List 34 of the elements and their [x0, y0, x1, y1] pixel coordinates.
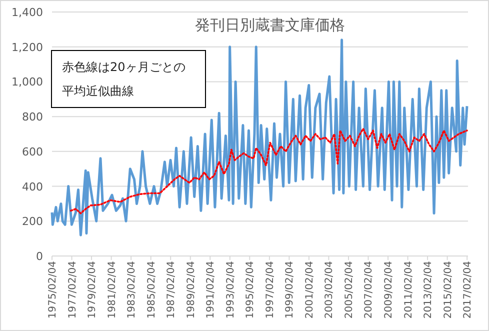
x-tick-label: 1993/02/04: [225, 261, 236, 319]
y-tick-label: 200: [22, 215, 43, 228]
x-tick-label: 1985/02/04: [146, 261, 158, 319]
y-tick-label: 0: [36, 250, 43, 263]
x-tick-label: 1987/02/04: [166, 261, 178, 319]
y-tick-label: 400: [22, 180, 43, 194]
chart-title: 発刊日別蔵書文庫価格: [195, 16, 345, 34]
x-tick-label: 2005/02/04: [344, 261, 355, 319]
y-tick-label: 800: [22, 110, 43, 124]
line-series: [70, 128, 468, 214]
x-tick-label: 2017/02/04: [462, 261, 474, 319]
y-tick-label: 1,200: [12, 40, 43, 54]
x-tick-label: 1983/02/04: [126, 261, 138, 319]
x-tick-label: 2003/02/04: [324, 261, 336, 319]
x-tick-label: 1977/02/04: [67, 261, 78, 319]
x-tick-label: 1995/02/04: [245, 261, 256, 319]
x-tick-label: 1975/02/04: [48, 261, 58, 319]
x-tick-label: 1997/02/04: [264, 261, 276, 319]
x-tick-label: 2007/02/04: [364, 261, 375, 319]
y-tick-label: 600: [22, 145, 43, 158]
x-tick-label: 2011/02/04: [403, 261, 414, 319]
y-tick-label: 1,000: [12, 76, 43, 89]
x-tick-label: 1991/02/04: [206, 261, 217, 319]
x-tick-label: 1999/02/04: [284, 261, 296, 319]
x-tick-label: 2001/02/04: [304, 261, 316, 319]
x-tick-label: 1981/02/04: [106, 261, 118, 319]
x-tick-label: 2013/02/04: [423, 261, 434, 319]
x-tick-label: 2015/02/04: [442, 261, 454, 319]
line-series: [50, 38, 468, 236]
x-tick-label: 2009/02/04: [384, 261, 395, 319]
y-tick-label: 1,400: [12, 6, 43, 19]
x-tick-label: 1989/02/04: [186, 261, 197, 319]
x-tick-label: 1979/02/04: [87, 261, 98, 319]
annotation: 赤色線は20ヶ月ごとの平均近似曲線: [51, 50, 206, 108]
